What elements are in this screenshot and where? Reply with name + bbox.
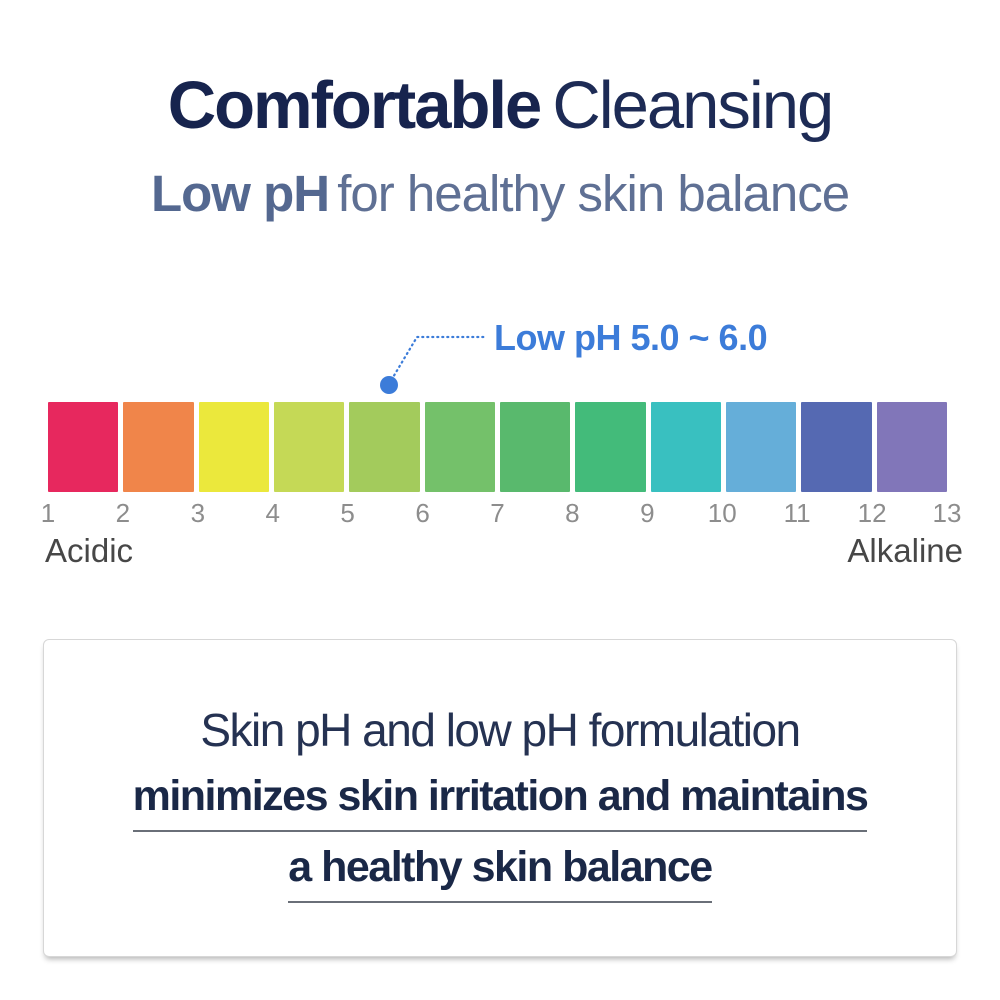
ph-square-9 xyxy=(650,402,721,492)
ph-number-2: 2 xyxy=(115,498,131,528)
ph-marker-dot xyxy=(380,376,398,394)
page-title: Comfortable Cleansing xyxy=(0,72,1000,139)
subtitle-bold-part: Low pH xyxy=(150,165,330,222)
dotted-leader-line xyxy=(387,335,488,386)
ph-square-2 xyxy=(123,402,194,492)
ph-square-6 xyxy=(424,402,495,492)
info-box-line1: Skin pH and low pH formulation xyxy=(200,704,801,756)
ph-number-11: 11 xyxy=(783,498,811,528)
ph-square-10 xyxy=(725,402,797,492)
callout-label: Low pH 5.0 ~ 6.0 xyxy=(494,317,768,358)
subtitle-light-part: for healthy skin balance xyxy=(337,165,850,222)
title-light-part: Cleansing xyxy=(552,68,834,143)
callout-leader-line xyxy=(380,335,488,394)
info-box-line3: a healthy skin balance xyxy=(44,843,956,904)
acidic-label: Acidic xyxy=(45,532,134,569)
ph-number-4: 4 xyxy=(265,498,280,528)
alkaline-label: Alkaline xyxy=(847,532,963,569)
ph-square-3 xyxy=(198,402,269,492)
ph-square-1 xyxy=(48,402,119,492)
ph-number-1: 1 xyxy=(40,498,56,528)
ph-square-7 xyxy=(499,402,571,492)
ph-number-7: 7 xyxy=(490,498,505,528)
ph-scale-row xyxy=(48,402,947,492)
info-box-line3-text: a healthy skin balance xyxy=(288,843,713,904)
ph-scale-numbers: 1 2 3 4 5 6 7 8 9 10 11 12 13 xyxy=(41,498,962,530)
ph-scale-end-labels: Acidic Alkaline xyxy=(45,534,963,574)
ph-number-6: 6 xyxy=(415,498,430,528)
ph-square-4 xyxy=(273,402,345,492)
ph-number-12: 12 xyxy=(857,498,887,528)
ph-number-3: 3 xyxy=(190,498,206,528)
info-box-line2: minimizes skin irritation and maintains xyxy=(44,772,956,833)
ph-square-5 xyxy=(349,402,420,492)
ph-number-5: 5 xyxy=(340,498,355,528)
ph-square-8 xyxy=(575,402,646,492)
ph-number-9: 9 xyxy=(640,498,655,528)
title-bold-part: Comfortable xyxy=(167,68,543,143)
ph-number-13: 13 xyxy=(932,498,962,528)
info-box: Skin pH and low pH formulation minimizes… xyxy=(43,639,957,957)
ph-square-12 xyxy=(876,402,947,492)
ph-square-11 xyxy=(801,402,872,492)
info-box-line2-text: minimizes skin irritation and maintains xyxy=(132,772,869,833)
ph-number-8: 8 xyxy=(565,498,580,528)
ph-number-10: 10 xyxy=(707,498,737,528)
page-subtitle: Low pH for healthy skin balance xyxy=(0,165,1000,222)
